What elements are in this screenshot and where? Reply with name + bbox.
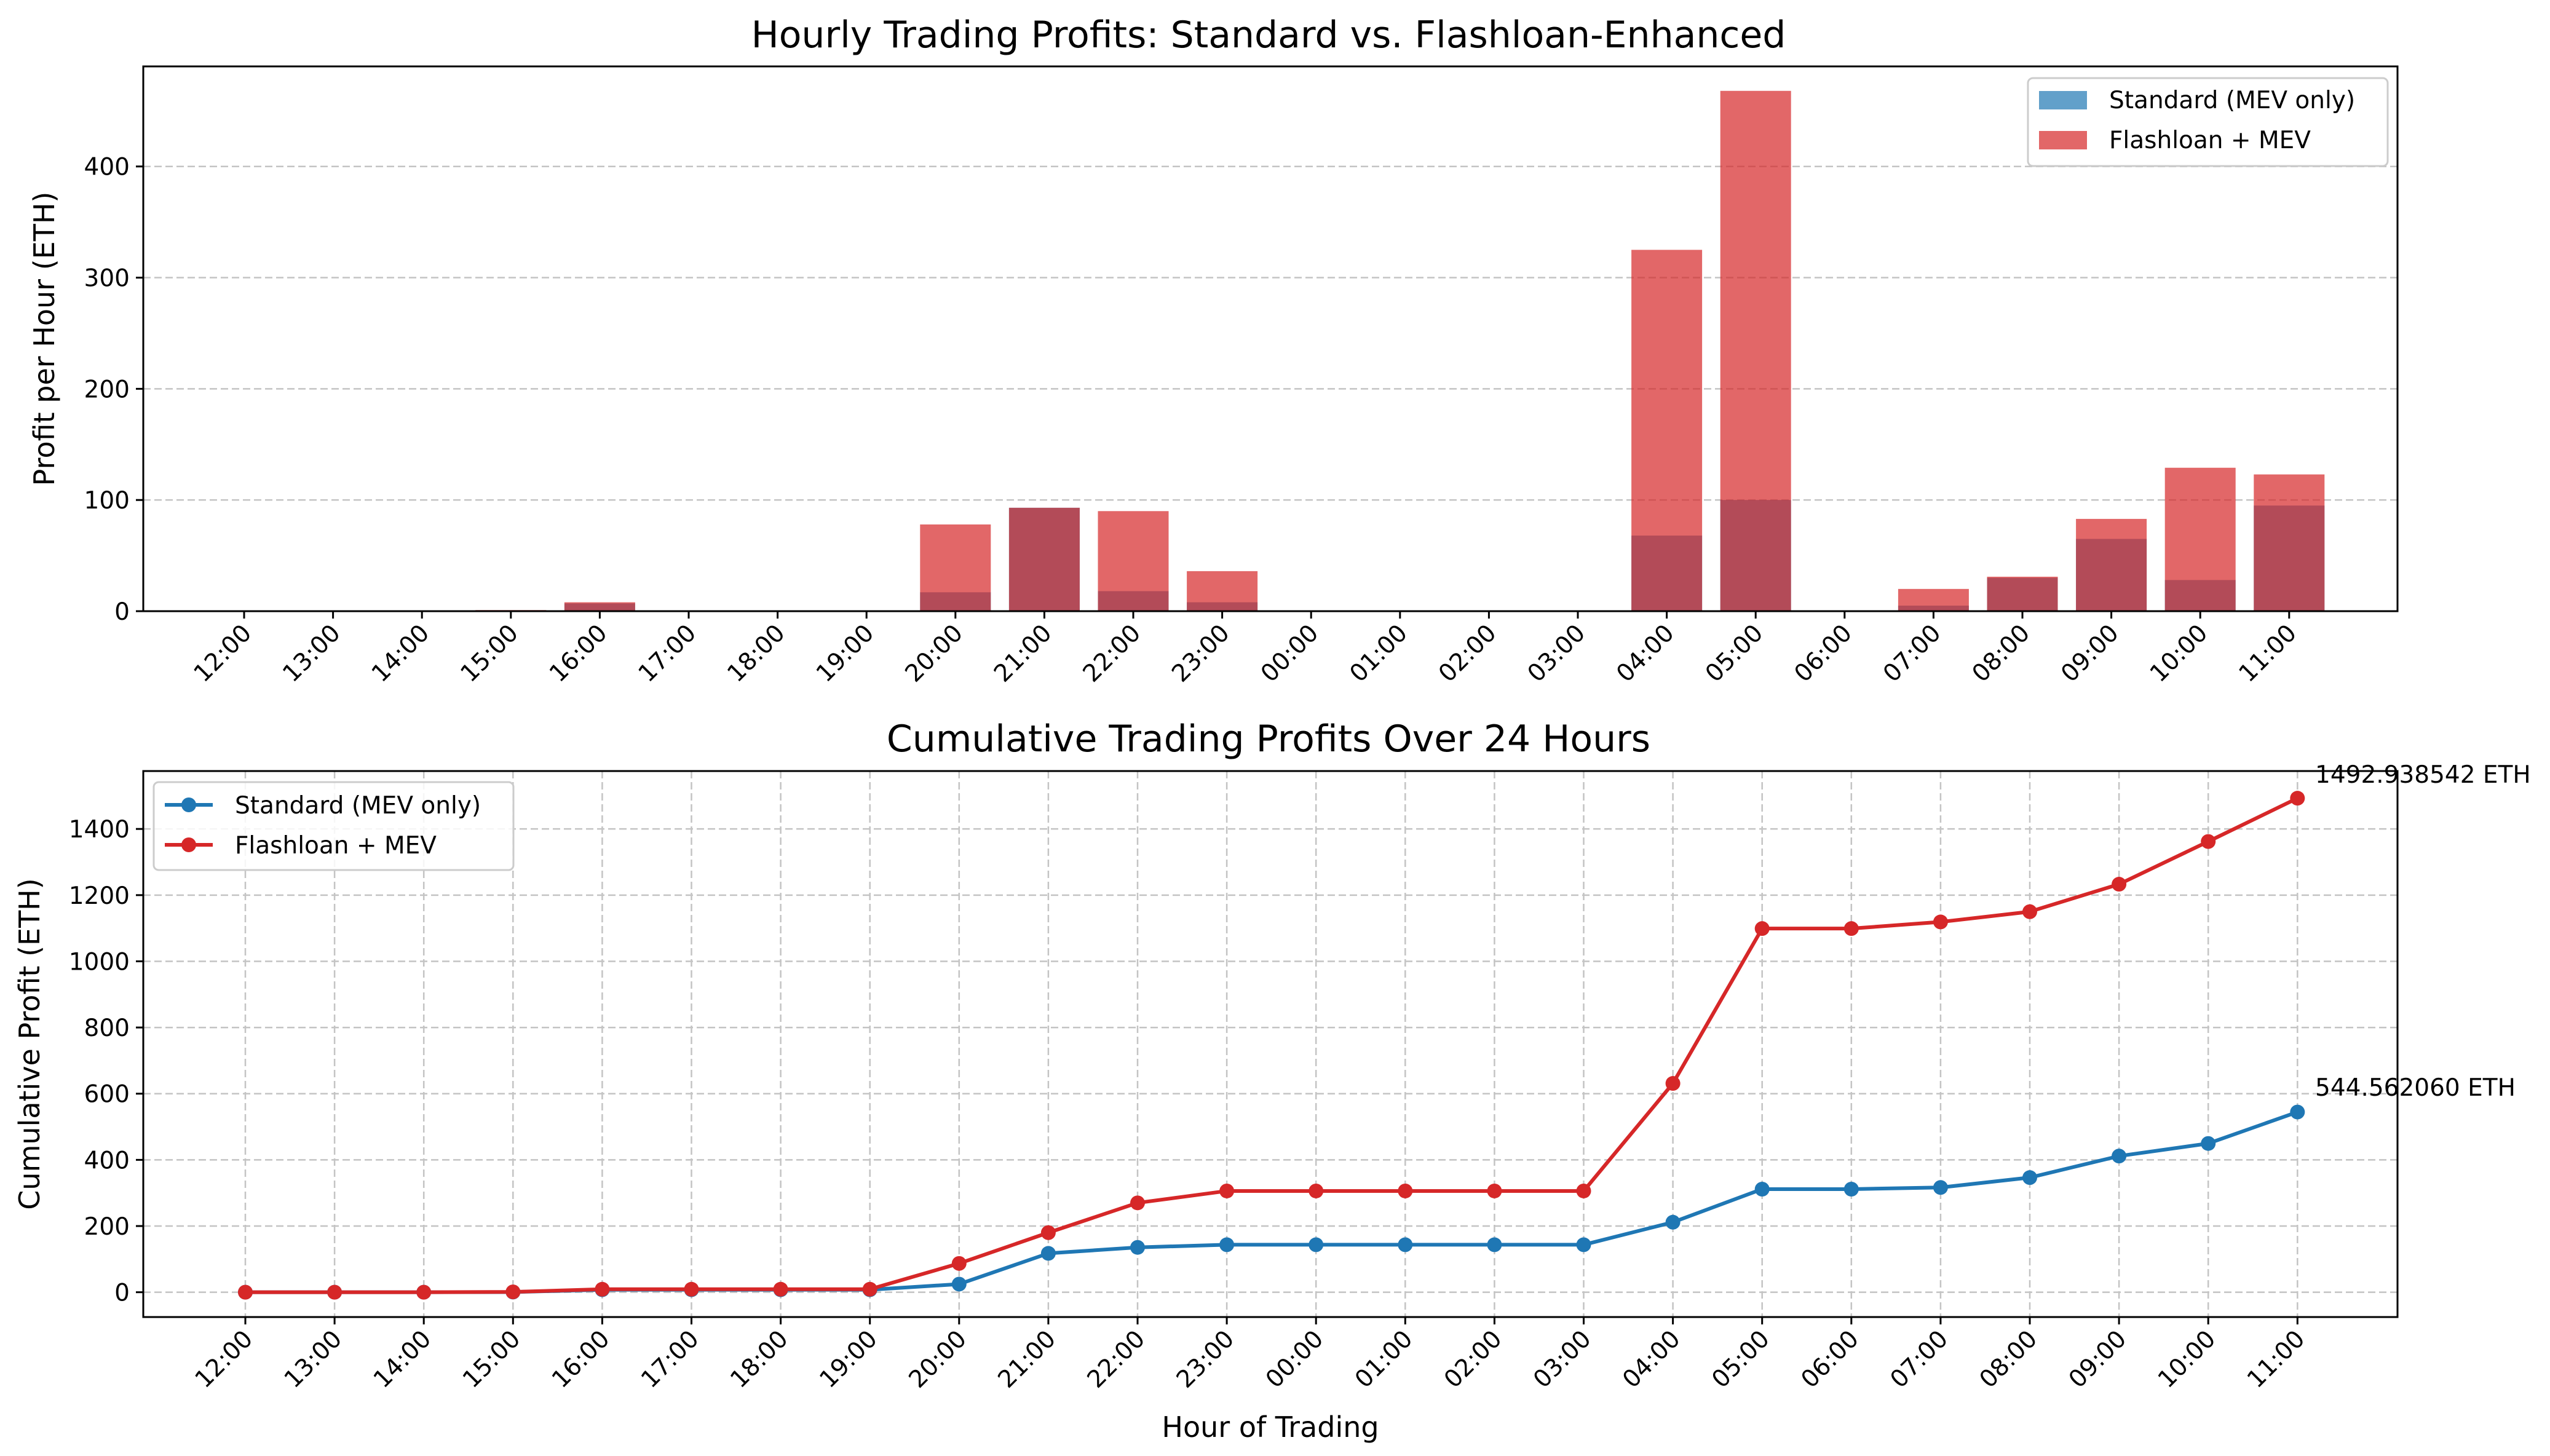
hourly-legend-frame (2027, 77, 2389, 167)
hourly-ytick-label-0: 0 (114, 598, 130, 626)
bar-flashloan-11-00 (2254, 474, 2325, 611)
point-flashloan-09-00 (2112, 877, 2127, 892)
point-standard-20-00 (951, 1276, 967, 1292)
hourly-chart-legend: Standard (MEV only) Flashloan + MEV (2027, 77, 2389, 167)
hourly-ytick-label-400: 400 (84, 154, 130, 181)
point-standard-23-00 (1219, 1237, 1235, 1252)
bar-flashloan-16-00 (564, 602, 635, 611)
cumulative-legend-marker-standard (181, 797, 196, 812)
cumulative-legend-frame (152, 781, 515, 871)
hourly-ytick-label-300: 300 (84, 265, 130, 293)
cumulative-ytick-label-1200: 1200 (69, 882, 130, 910)
cumulative-chart-x-axis-label: Hour of Trading (1162, 1410, 1379, 1444)
point-flashloan-10-00 (2201, 834, 2216, 849)
cumulative-ytick-label-200: 200 (84, 1213, 130, 1241)
cumulative-chart-lines (245, 796, 2299, 1294)
cumulative-legend-marker-flashloan (181, 837, 196, 852)
point-flashloan-07-00 (1933, 914, 1948, 930)
point-flashloan-19-00 (862, 1281, 877, 1297)
cumulative-ytick-label-600: 600 (84, 1081, 130, 1109)
bar-flashloan-22-00 (1098, 511, 1169, 611)
point-standard-06-00 (1843, 1181, 1859, 1197)
hourly-chart-y-axis-label: Profit per Hour (ETH) (28, 192, 61, 486)
hourly-chart-axes-frame (142, 65, 2399, 612)
point-standard-10-00 (2201, 1136, 2216, 1151)
point-flashloan-01-00 (1398, 1183, 1413, 1198)
hourly-legend-label-standard: Standard (MEV only) (2109, 87, 2355, 114)
point-flashloan-11-00 (2290, 791, 2305, 806)
point-flashloan-14-00 (416, 1284, 432, 1300)
point-standard-01-00 (1398, 1237, 1413, 1252)
bar-flashloan-05-00 (1720, 90, 1791, 611)
cumulative-chart-y-ticks: 0 200 400 600 800 1000 1200 1400 (69, 816, 143, 1307)
hourly-chart-bars (475, 90, 2325, 611)
cumulative-ytick-label-1000: 1000 (69, 948, 130, 976)
hourly-ytick-label-200: 200 (84, 376, 130, 403)
hourly-legend-swatch-standard (2039, 91, 2087, 109)
standard-final-annotation: 544.562060 ETH (2315, 1074, 2516, 1102)
point-standard-11-00 (2290, 1104, 2305, 1120)
bar-flashloan-21-00 (1008, 507, 1080, 611)
point-flashloan-03-00 (1576, 1183, 1591, 1198)
cumulative-ytick-label-800: 800 (84, 1015, 130, 1042)
point-standard-04-00 (1665, 1214, 1681, 1230)
hourly-legend-swatch-flashloan (2039, 131, 2087, 149)
bar-flashloan-04-00 (1631, 250, 1703, 611)
point-flashloan-22-00 (1130, 1195, 1145, 1211)
point-standard-22-00 (1130, 1240, 1145, 1255)
cumulative-chart-axes-frame (142, 770, 2399, 1318)
cumulative-ytick-label-1400: 1400 (69, 816, 130, 844)
point-flashloan-13-00 (327, 1284, 343, 1300)
point-flashloan-15-00 (505, 1284, 521, 1300)
point-flashloan-00-00 (1309, 1183, 1324, 1198)
point-flashloan-23-00 (1219, 1183, 1235, 1198)
hourly-chart-title: Hourly Trading Profits: Standard vs. Fla… (751, 14, 1786, 57)
line-flashloan (245, 796, 2299, 1294)
point-flashloan-06-00 (1843, 921, 1859, 936)
bar-flashloan-10-00 (2164, 467, 2236, 611)
point-flashloan-05-00 (1754, 921, 1770, 936)
point-flashloan-08-00 (2022, 904, 2037, 919)
point-standard-05-00 (1754, 1181, 1770, 1197)
hourly-chart-y-ticks: 0 100 200 300 400 (84, 154, 143, 626)
bar-flashloan-09-00 (2076, 518, 2147, 611)
bar-flashloan-20-00 (920, 524, 991, 611)
bar-flashloan-07-00 (1898, 588, 1969, 611)
point-flashloan-12-00 (238, 1284, 253, 1300)
point-flashloan-21-00 (1040, 1225, 1056, 1240)
point-standard-03-00 (1576, 1237, 1591, 1252)
cumulative-chart-legend: Standard (MEV only) Flashloan + MEV (152, 781, 515, 871)
point-standard-00-00 (1309, 1237, 1324, 1252)
cumulative-chart-points (238, 791, 2305, 1300)
point-flashloan-16-00 (595, 1281, 610, 1297)
point-flashloan-20-00 (951, 1256, 967, 1271)
point-standard-07-00 (1933, 1180, 1948, 1195)
hourly-ytick-label-100: 100 (84, 487, 130, 515)
point-flashloan-17-00 (684, 1281, 699, 1297)
cumulative-legend-label-standard: Standard (MEV only) (235, 792, 481, 820)
cumulative-ytick-label-400: 400 (84, 1147, 130, 1174)
cumulative-chart-title: Cumulative Trading Profits Over 24 Hours (887, 718, 1650, 761)
cumulative-legend-label-flashloan: Flashloan + MEV (235, 832, 437, 860)
point-standard-02-00 (1487, 1237, 1502, 1252)
cumulative-ytick-label-0: 0 (114, 1280, 130, 1307)
bar-flashloan-23-00 (1187, 571, 1258, 611)
point-flashloan-04-00 (1665, 1076, 1681, 1091)
hourly-legend-label-flashloan: Flashloan + MEV (2109, 127, 2311, 154)
point-standard-21-00 (1040, 1246, 1056, 1261)
flashloan-final-annotation: 1492.938542 ETH (2315, 761, 2531, 789)
bar-flashloan-08-00 (1987, 576, 2058, 611)
point-standard-08-00 (2022, 1170, 2037, 1185)
point-standard-09-00 (2112, 1149, 2127, 1164)
cumulative-chart-y-axis-label: Cumulative Profit (ETH) (13, 878, 46, 1209)
point-flashloan-18-00 (773, 1281, 788, 1297)
point-flashloan-02-00 (1487, 1183, 1502, 1198)
